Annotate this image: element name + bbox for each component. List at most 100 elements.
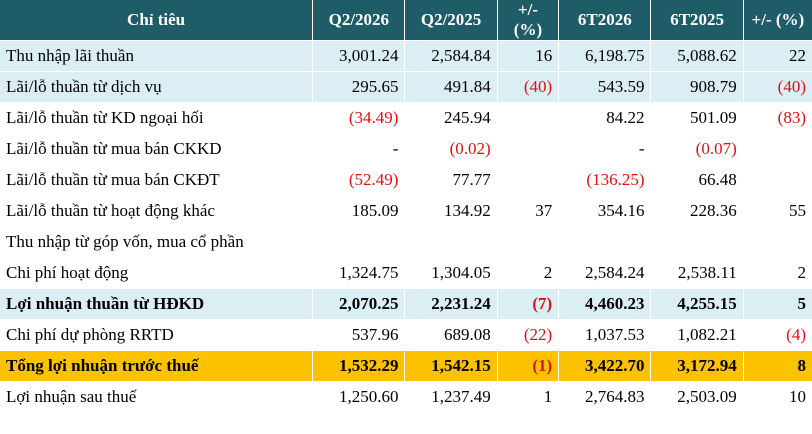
table-cell: 134.92 xyxy=(404,195,498,227)
header-q2-2026: Q2/2026 xyxy=(312,0,406,41)
table-cell: 354.16 xyxy=(558,195,652,227)
row-label: Chi phí hoạt động xyxy=(0,257,314,289)
table-cell: 689.08 xyxy=(404,319,498,351)
table-cell: (40) xyxy=(497,71,560,103)
table-row: Lãi/lỗ thuần từ hoạt động khác 185.09 134.… xyxy=(0,195,812,227)
row-label: Chi phí dự phòng RRTD xyxy=(0,319,314,351)
table-cell: 1,304.05 xyxy=(404,257,498,289)
row-label: Thu nhập lãi thuần xyxy=(0,40,314,72)
row-label: Lãi/lỗ thuần từ mua bán CKKD xyxy=(0,133,314,165)
table-cell: 1,237.49 xyxy=(404,381,498,413)
row-label: Thu nhập từ góp vốn, mua cổ phần xyxy=(0,226,314,258)
table-cell: 543.59 xyxy=(558,71,652,103)
table-cell: (34.49) xyxy=(312,102,406,134)
table-row: Lợi nhuận thuần từ HĐKD 2,070.25 2,231.24(… xyxy=(0,288,812,320)
financial-table: Chỉ tiêu Q2/2026 Q2/2025 +/- (%) 6T2026 … xyxy=(0,0,812,413)
table-cell: (136.25) xyxy=(558,164,652,196)
table-cell: 84.22 xyxy=(558,102,652,134)
row-label: Lãi/lỗ thuần từ dịch vụ xyxy=(0,71,314,103)
table-cell xyxy=(497,133,560,165)
table-cell: 5 xyxy=(743,288,812,320)
table-cell: 16 xyxy=(497,40,560,72)
table-cell: 5,088.62 xyxy=(650,40,744,72)
table-cell xyxy=(497,164,560,196)
table-cell: (83) xyxy=(777,108,806,127)
table-cell: 2,503.09 xyxy=(650,381,744,413)
table-cell: 245.94 xyxy=(404,102,498,134)
table-cell: 2,584.84 xyxy=(404,40,498,72)
table-cell xyxy=(558,226,652,258)
row-label: Tổng lợi nhuận trước thuế xyxy=(0,350,314,382)
table-cell: 77.77 xyxy=(404,164,498,196)
table-cell: 1,542.15 xyxy=(404,350,498,382)
header-indicator: Chỉ tiêu xyxy=(0,0,314,41)
header-halfyear-change: +/- (%) xyxy=(743,0,812,41)
table-cell: 1,082.21 xyxy=(650,319,744,351)
table-cell: - xyxy=(558,133,652,165)
header-q2-2025: Q2/2025 xyxy=(404,0,498,41)
table-cell: 1,037.53 xyxy=(558,319,652,351)
table-cell: (1) xyxy=(497,350,560,382)
table-row: Lãi/lỗ thuần từ dịch vụ 295.65 491.84 (40) 5… xyxy=(0,71,812,103)
table-cell: 1 xyxy=(497,381,560,413)
table-cell xyxy=(404,226,498,258)
table-cell: 22 xyxy=(743,40,812,72)
table-cell: 3,001.24 xyxy=(312,40,406,72)
table-cell: 6,198.75 xyxy=(558,40,652,72)
table-cell: 4,255.15 xyxy=(650,288,744,320)
table-cell: (0.02) xyxy=(404,133,498,165)
row-label: Lãi/lỗ thuần từ KD ngoại hối xyxy=(0,102,314,134)
table-cell xyxy=(743,165,812,196)
table-cell: (52.49) xyxy=(312,164,406,196)
row-label: Lợi nhuận thuần từ HĐKD xyxy=(0,288,314,320)
table-row: Tổng lợi nhuận trước thuế 1,532.29 1,542.1… xyxy=(0,350,812,382)
table-cell: 2,538.11 xyxy=(650,257,744,289)
table-cell: - xyxy=(312,133,406,165)
table-cell: 295.65 xyxy=(312,71,406,103)
table-cell: 3,172.94 xyxy=(650,350,744,382)
table-row: Chi phí dự phòng RRTD 537.96 689.08 (22) 1,0… xyxy=(0,319,812,351)
table-cell: (0.07) xyxy=(650,133,744,165)
table-cell: 1,532.29 xyxy=(312,350,406,382)
table-cell: 55 xyxy=(789,201,806,220)
table-cell xyxy=(312,226,406,258)
row-label: Lợi nhuận sau thuế xyxy=(0,381,314,413)
table-cell xyxy=(743,134,812,165)
table-cell xyxy=(743,227,812,258)
table-cell: 10 xyxy=(789,387,806,406)
table-cell: (7) xyxy=(497,288,560,320)
table-cell: 66.48 xyxy=(650,164,744,196)
header-quarter-change: +/- (%) xyxy=(497,0,560,41)
table-cell: (4) xyxy=(786,325,806,344)
table-cell: 501.09 xyxy=(650,102,744,134)
table-cell: 2,231.24 xyxy=(404,288,498,320)
header-6t2025: 6T2025 xyxy=(650,0,744,41)
table-cell: 185.09 xyxy=(312,195,406,227)
table-row: Thu nhập lãi thuần 3,001.24 2,584.84 16 6,19… xyxy=(0,40,812,72)
table-cell: 491.84 xyxy=(404,71,498,103)
table-cell: 2 xyxy=(797,263,807,282)
table-cell: (22) xyxy=(497,319,560,351)
table-cell: 228.36 xyxy=(650,195,744,227)
table-cell xyxy=(650,226,744,258)
table-row: Lãi/lỗ thuần từ KD ngoại hối (34.49) 245.9… xyxy=(0,102,812,134)
table-row: Lãi/lỗ thuần từ mua bán CKKD - (0.02) - (0.0… xyxy=(0,133,812,165)
table-cell: 3,422.70 xyxy=(558,350,652,382)
table-cell xyxy=(497,102,560,134)
table-cell: 2,070.25 xyxy=(312,288,406,320)
table-row: Chi phí hoạt động 1,324.75 1,304.05 2 2,584.… xyxy=(0,257,812,289)
table-cell: 2,584.24 xyxy=(558,257,652,289)
row-label: Lãi/lỗ thuần từ mua bán CKĐT xyxy=(0,164,314,196)
table-cell: 2,764.83 xyxy=(558,381,652,413)
table-cell: 1,250.60 xyxy=(312,381,406,413)
header-6t2026: 6T2026 xyxy=(558,0,652,41)
table-cell: 4,460.23 xyxy=(558,288,652,320)
table-cell: 37 xyxy=(497,195,560,227)
table-cell: 908.79 xyxy=(650,71,744,103)
header-row: Chỉ tiêu Q2/2026 Q2/2025 +/- (%) 6T2026 … xyxy=(0,0,812,41)
table-cell xyxy=(497,226,560,258)
table-row: Lãi/lỗ thuần từ mua bán CKĐT (52.49) 77.77… xyxy=(0,164,812,196)
table-cell: 8 xyxy=(743,350,812,382)
row-label: Lãi/lỗ thuần từ hoạt động khác xyxy=(0,195,314,227)
table-cell: (40) xyxy=(743,71,812,103)
